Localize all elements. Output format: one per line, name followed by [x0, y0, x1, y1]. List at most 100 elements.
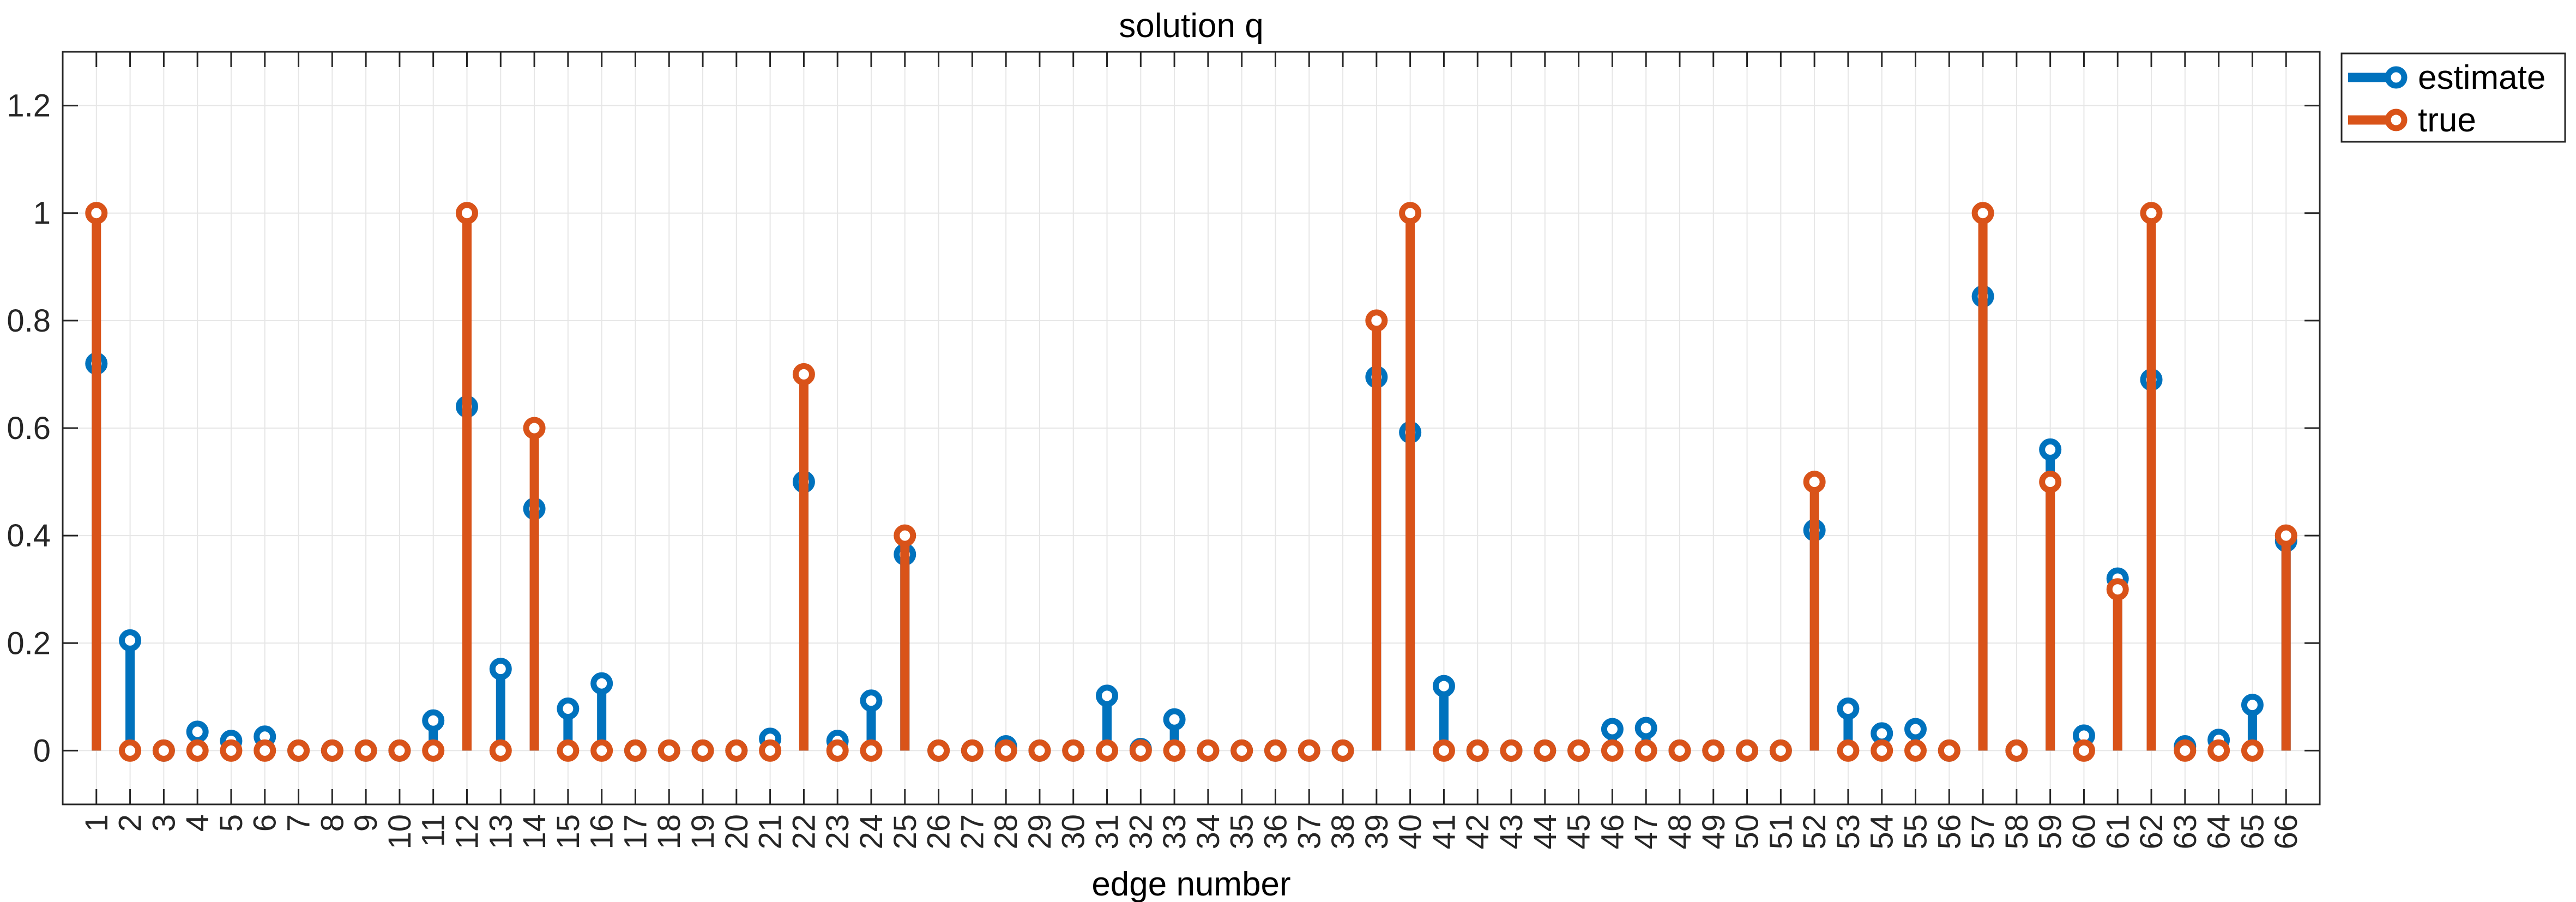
x-tick-label: 26 — [921, 814, 957, 850]
stem-marker — [1871, 739, 1893, 762]
stem-marker — [489, 739, 512, 762]
stem-marker — [2241, 739, 2264, 762]
stem-marker — [2241, 694, 2264, 717]
x-tick-label: 25 — [888, 814, 923, 850]
stem-marker — [2039, 438, 2062, 461]
x-tick-label: 8 — [315, 814, 350, 832]
x-tick-label: 61 — [2100, 814, 2135, 850]
stem-marker — [2140, 202, 2163, 225]
stem-marker — [1230, 739, 1253, 762]
stem-marker — [220, 739, 243, 762]
y-tick-labels: 0 0.2 0.4 0.6 0.8 1 1.2 — [7, 88, 51, 769]
stem-marker — [1534, 739, 1557, 762]
stem-marker — [860, 739, 883, 762]
y-tick-label: 0.2 — [7, 626, 51, 661]
stem-marker — [759, 739, 782, 762]
x-tick-label: 23 — [820, 814, 855, 850]
stem-marker — [1702, 739, 1725, 762]
x-tick-label: 43 — [1494, 814, 1529, 850]
x-tick-label: 50 — [1730, 814, 1765, 850]
stem-marker — [691, 739, 714, 762]
x-tick-label: 42 — [1460, 814, 1495, 850]
y-tick-label: 0 — [33, 733, 51, 768]
x-tick-label: 59 — [2033, 814, 2068, 850]
x-tick-label: 3 — [146, 814, 182, 832]
stem-marker — [590, 739, 613, 762]
x-tick-label: 55 — [1898, 814, 1934, 850]
stem-marker — [1028, 739, 1051, 762]
stem-marker — [354, 739, 377, 762]
stem-marker — [388, 739, 411, 762]
stem-marker — [1163, 739, 1186, 762]
x-tick-label: 44 — [1528, 814, 1563, 850]
legend-item-estimate: estimate — [2348, 59, 2545, 97]
x-tick-label: 57 — [1965, 814, 2001, 850]
x-tick-label: 47 — [1628, 814, 1664, 850]
x-tick-label: 32 — [1123, 814, 1159, 850]
legend-label: true — [2418, 101, 2476, 139]
x-tick-label: 28 — [988, 814, 1024, 850]
stem-marker — [1837, 739, 1860, 762]
stem-marker — [624, 739, 647, 762]
x-tick-label: 29 — [1022, 814, 1058, 850]
y-tick-label: 0.8 — [7, 303, 51, 339]
x-tick-label: 19 — [685, 814, 721, 850]
stem-marker — [186, 739, 209, 762]
stem-marker — [1803, 471, 1826, 494]
x-tick-label: 6 — [248, 814, 283, 832]
stem-marker — [994, 739, 1017, 762]
stem-marker — [1634, 717, 1657, 739]
x-tick-label: 36 — [1258, 814, 1293, 850]
x-tick-label: 38 — [1325, 814, 1361, 850]
stem-marker — [894, 524, 916, 547]
series-true — [85, 202, 2297, 762]
x-tick-label: 62 — [2134, 814, 2169, 850]
stem-marker — [1938, 739, 1960, 762]
stem-marker — [321, 739, 343, 762]
stem-marker — [1096, 684, 1119, 707]
x-tick-label: 18 — [651, 814, 687, 850]
x-tick-label: 27 — [955, 814, 990, 850]
x-tick-label: 33 — [1157, 814, 1192, 850]
legend-swatch-marker — [2385, 66, 2408, 89]
x-tick-label: 53 — [1831, 814, 1866, 850]
stem-marker — [1432, 675, 1455, 697]
x-tick-label: 4 — [180, 814, 215, 832]
x-tick-labels: 1234567891011121314151617181920212223242… — [79, 814, 2304, 850]
stem-marker — [455, 202, 478, 225]
stem-marker — [85, 202, 108, 225]
x-tick-label: 13 — [483, 814, 518, 850]
stem-marker — [1331, 739, 1354, 762]
stem-marker — [1904, 739, 1927, 762]
stem-marker — [254, 739, 276, 762]
x-tick-label: 52 — [1797, 814, 1832, 850]
stem-marker — [1466, 739, 1489, 762]
stem-marker — [1432, 739, 1455, 762]
y-tick-label: 0.4 — [7, 518, 51, 554]
x-tick-label: 30 — [1056, 814, 1091, 850]
x-tick-label: 56 — [1932, 814, 1967, 850]
stem-marker — [557, 739, 580, 762]
x-tick-label: 64 — [2201, 814, 2237, 850]
stem-marker — [2106, 578, 2129, 601]
stem-marker — [1567, 739, 1590, 762]
stem-marker — [152, 739, 175, 762]
x-tick-label: 7 — [281, 814, 317, 832]
stem-marker — [2072, 739, 2095, 762]
x-tick-label: 22 — [786, 814, 822, 850]
stem-marker — [1500, 739, 1523, 762]
stem-marker — [590, 672, 613, 695]
stem-marker — [1399, 202, 1422, 225]
x-axis-title: edge number — [1091, 865, 1290, 902]
stem-marker — [826, 739, 849, 762]
stem-marker — [2005, 739, 2028, 762]
x-tick-label: 58 — [1999, 814, 2035, 850]
stem-marker — [2275, 524, 2297, 547]
chart-title: solution q — [1119, 7, 1263, 45]
stem-marker — [927, 739, 950, 762]
stem-marker — [860, 689, 883, 712]
legend-label: estimate — [2418, 59, 2545, 97]
legend: estimate true — [2340, 52, 2566, 143]
legend-item-true: true — [2348, 101, 2476, 139]
x-tick-label: 12 — [449, 814, 485, 850]
